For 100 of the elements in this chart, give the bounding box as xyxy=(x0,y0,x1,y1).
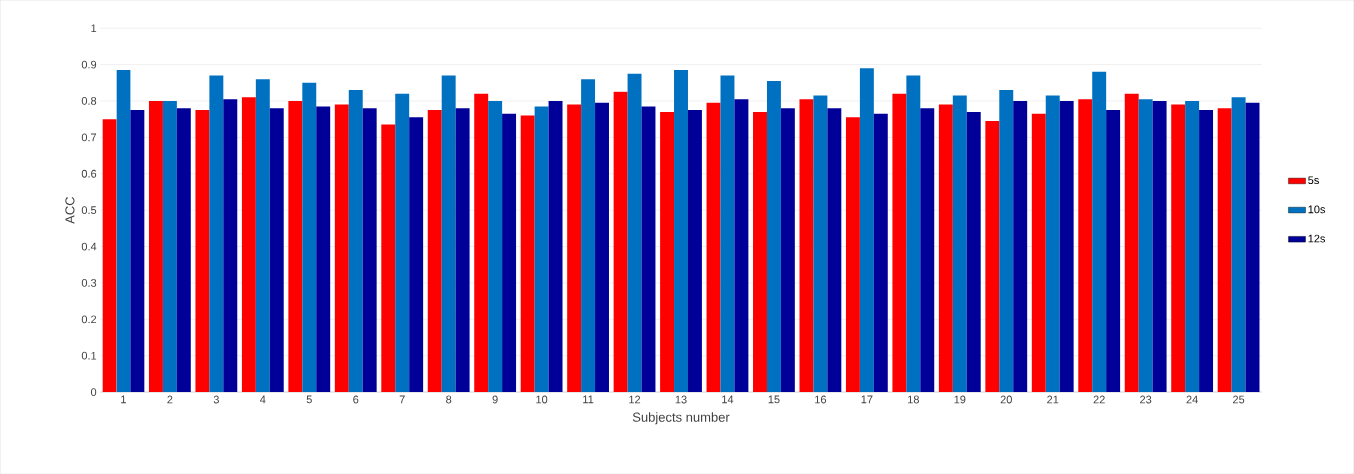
bar xyxy=(595,102,609,392)
bar xyxy=(223,99,238,392)
x-tick-label: 16 xyxy=(815,395,827,404)
x-tick-label: 9 xyxy=(492,395,498,404)
bar xyxy=(920,108,935,392)
bar xyxy=(534,106,549,392)
y-tick-label: 1 xyxy=(91,24,97,32)
x-tick-label: 4 xyxy=(260,395,266,404)
bar xyxy=(255,79,270,392)
bar xyxy=(892,93,907,392)
bar xyxy=(660,111,675,392)
bar xyxy=(409,117,424,392)
x-tick-label: 13 xyxy=(675,395,687,404)
bar xyxy=(845,117,860,392)
x-tick-label: 14 xyxy=(722,395,734,404)
bar xyxy=(720,75,735,392)
legend-label: 10s xyxy=(1308,205,1326,214)
legend-label: 12s xyxy=(1308,234,1326,243)
bar xyxy=(1217,108,1232,392)
bar xyxy=(162,100,177,392)
bar xyxy=(427,109,442,392)
y-axis-title: ACC xyxy=(65,196,75,224)
bar xyxy=(627,73,642,392)
bar xyxy=(799,99,814,392)
bar xyxy=(348,89,363,392)
bar xyxy=(734,99,749,392)
bar xyxy=(1245,102,1260,392)
bar xyxy=(488,100,503,392)
x-tick-label: 23 xyxy=(1140,395,1152,404)
bar xyxy=(1231,97,1246,392)
bar xyxy=(1059,100,1074,392)
bar xyxy=(395,93,410,392)
bar xyxy=(102,119,117,392)
bar xyxy=(302,82,317,392)
bar xyxy=(1106,109,1121,392)
bar xyxy=(288,100,303,392)
bar xyxy=(1152,100,1167,392)
x-tick-label: 10 xyxy=(536,395,548,404)
y-tick-label: 0.7 xyxy=(81,133,97,142)
bar xyxy=(130,109,145,392)
bar xyxy=(780,108,795,392)
y-tick-label: 0 xyxy=(90,388,97,396)
bar xyxy=(1031,113,1046,392)
bar xyxy=(687,109,702,392)
bar xyxy=(1092,71,1107,392)
y-tick-label: 0.1 xyxy=(81,351,97,360)
x-tick-label: 3 xyxy=(213,395,219,404)
y-tick-label: 0.6 xyxy=(81,169,97,178)
bar xyxy=(334,104,349,392)
bar xyxy=(906,75,921,392)
bar xyxy=(241,97,256,392)
bar xyxy=(706,102,721,392)
bar xyxy=(195,109,210,392)
x-tick-label: 25 xyxy=(1233,395,1245,404)
bar xyxy=(502,113,517,392)
bar xyxy=(766,80,781,392)
bar xyxy=(1045,95,1060,392)
x-tick-label: 21 xyxy=(1047,395,1059,404)
bar xyxy=(269,108,284,392)
x-tick-label: 19 xyxy=(954,395,966,404)
bar xyxy=(1078,99,1093,392)
bar xyxy=(938,104,953,392)
bar xyxy=(148,100,163,392)
bar xyxy=(1185,100,1200,392)
x-tick-label: 24 xyxy=(1186,395,1198,404)
bar xyxy=(581,79,596,392)
x-tick-label: 15 xyxy=(768,395,780,404)
bar xyxy=(613,91,628,392)
bar xyxy=(474,93,489,392)
x-tick-label: 17 xyxy=(861,395,873,404)
bar xyxy=(316,106,331,392)
y-tick-label: 0.2 xyxy=(81,315,97,324)
bar xyxy=(985,120,1000,392)
bar xyxy=(1013,100,1028,392)
bar xyxy=(1171,104,1186,392)
x-tick-label: 12 xyxy=(629,395,641,404)
bar xyxy=(753,111,767,392)
bar xyxy=(966,111,981,392)
x-tick-label: 1 xyxy=(121,395,126,404)
bar xyxy=(520,115,535,392)
bar xyxy=(176,108,191,392)
bar xyxy=(999,89,1014,392)
bar xyxy=(952,95,967,392)
bar xyxy=(548,100,563,392)
bar xyxy=(362,108,377,392)
bar xyxy=(641,106,656,392)
y-tick-label: 0.9 xyxy=(81,60,97,69)
bar xyxy=(873,113,888,392)
x-tick-label: 5 xyxy=(306,395,312,404)
bar xyxy=(674,69,688,392)
bar xyxy=(1199,109,1214,392)
x-axis-title: Subjects number xyxy=(632,412,730,425)
bar xyxy=(209,75,224,392)
bar xyxy=(827,108,842,392)
bar xyxy=(1138,99,1153,392)
x-tick-label: 22 xyxy=(1093,395,1105,404)
bar xyxy=(441,75,456,392)
x-tick-label: 18 xyxy=(908,395,919,404)
y-tick-label: 0.8 xyxy=(81,96,97,105)
x-tick-label: 11 xyxy=(583,395,594,404)
